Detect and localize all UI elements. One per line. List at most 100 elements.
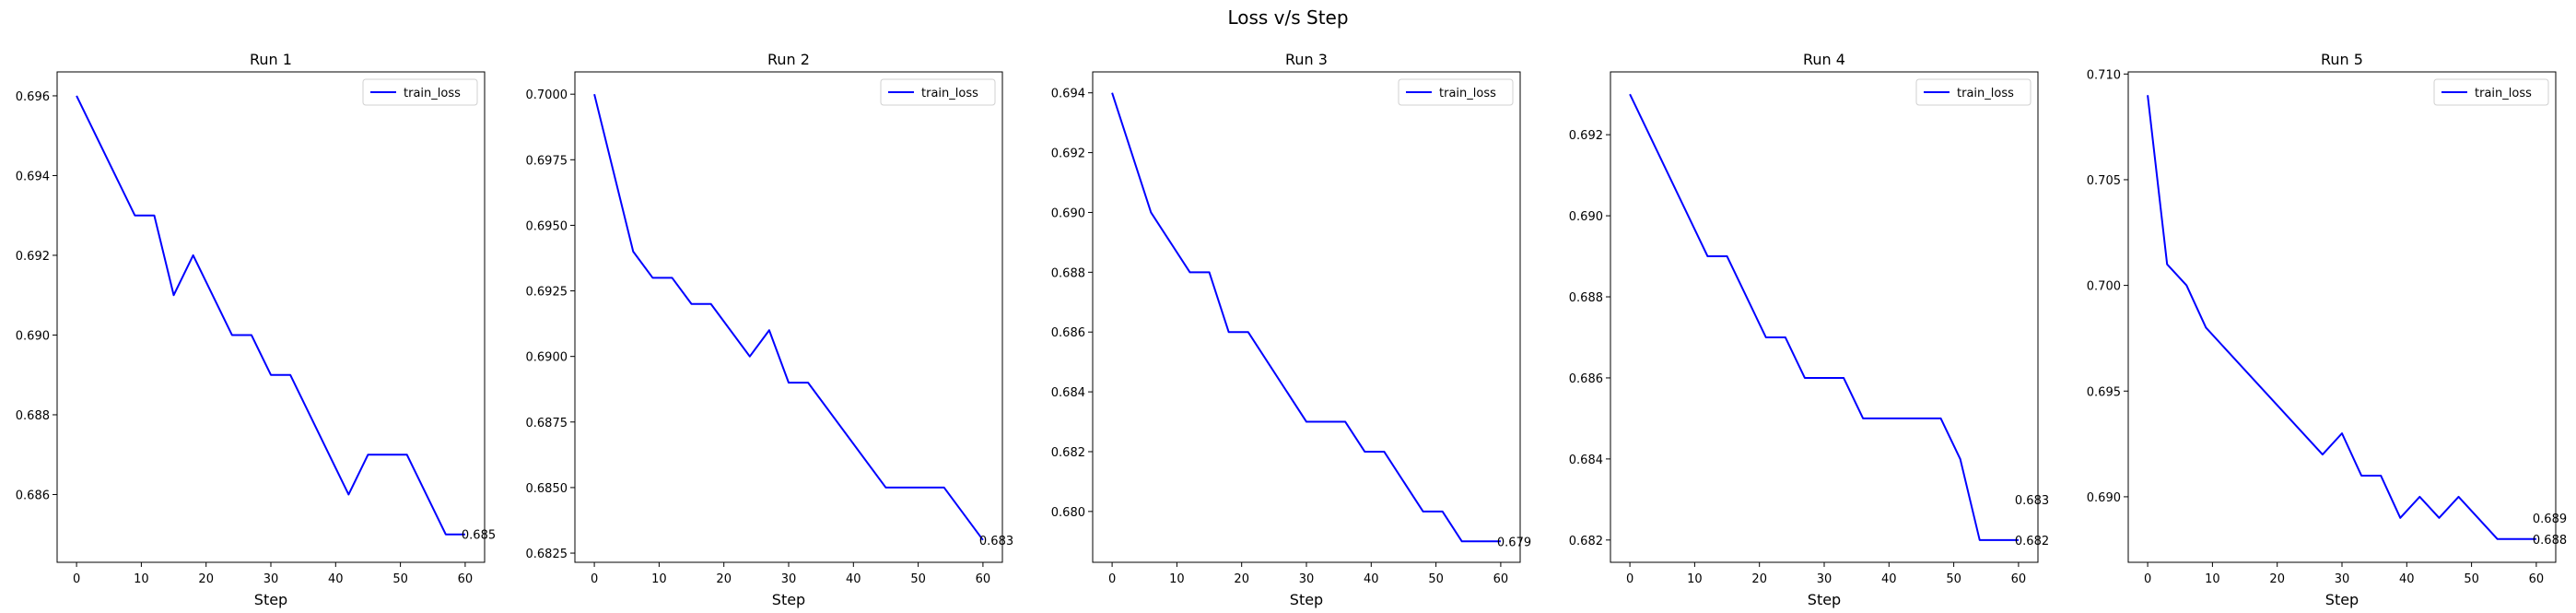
legend: train_loss <box>1915 78 2032 106</box>
x-tick-label: 60 <box>2011 572 2027 586</box>
y-tick-label: 0.696 <box>16 90 50 104</box>
y-tick-label: 0.6875 <box>526 417 568 430</box>
x-tick-label: 60 <box>1493 572 1509 586</box>
value-annotation: 0.683 <box>979 535 1013 548</box>
value-annotation: 0.685 <box>462 529 496 543</box>
x-tick-label: 60 <box>2529 572 2545 586</box>
value-annotation: 0.683 <box>2015 494 2049 508</box>
x-tick-label: 10 <box>651 572 667 586</box>
chart-title: Run 3 <box>1285 51 1328 68</box>
x-tick-label: 20 <box>2269 572 2285 586</box>
x-tick-label: 0 <box>73 572 80 586</box>
legend: train_loss <box>362 78 478 106</box>
series-line-train_loss <box>76 95 465 536</box>
x-tick-label: 0 <box>2144 572 2151 586</box>
y-tick-label: 0.688 <box>16 409 50 423</box>
y-tick-label: 0.6850 <box>526 482 568 496</box>
x-tick-label: 40 <box>1881 572 1897 586</box>
x-tick-label: 20 <box>198 572 214 586</box>
x-tick-label: 20 <box>1234 572 1249 586</box>
y-tick-label: 0.6900 <box>526 351 568 365</box>
y-tick-label: 0.684 <box>1051 386 1085 400</box>
y-tick-label: 0.6975 <box>526 154 568 168</box>
y-tick-label: 0.6825 <box>526 548 568 561</box>
legend-label: train_loss <box>404 87 461 100</box>
series-line-train_loss <box>593 93 984 541</box>
y-tick-label: 0.688 <box>1051 266 1085 280</box>
y-tick-label: 0.705 <box>2087 174 2121 188</box>
y-tick-label: 0.686 <box>1051 326 1085 340</box>
y-tick-label: 0.690 <box>1569 210 1603 224</box>
y-tick-label: 0.686 <box>16 489 50 502</box>
chart-panel-4: Run 4 0 10 20 30 40 50 60 0.682 0.684 0.686 0.688 0.… <box>1569 51 2049 608</box>
legend: train_loss <box>1398 78 1514 106</box>
x-tick-label: 50 <box>1946 572 1961 586</box>
plot-frame <box>1092 71 1521 563</box>
figure-title: Loss v/s Step <box>1227 6 1348 29</box>
y-tick-label: 0.682 <box>1051 446 1085 460</box>
x-tick-label: 50 <box>2464 572 2479 586</box>
x-tick-label: 50 <box>392 572 408 586</box>
x-tick-label: 0 <box>591 572 598 586</box>
x-tick-label: 0 <box>1108 572 1116 586</box>
x-tick-label: 40 <box>328 572 344 586</box>
x-axis-label: Step <box>1290 591 1323 608</box>
x-tick-label: 20 <box>1751 572 1767 586</box>
legend-label: train_loss <box>2475 87 2532 100</box>
x-tick-label: 0 <box>1626 572 1633 586</box>
value-annotation: 0.682 <box>2015 535 2049 548</box>
x-axis-label: Step <box>772 591 805 608</box>
x-axis-label: Step <box>1808 591 1841 608</box>
y-tick-label: 0.684 <box>1569 454 1603 467</box>
x-tick-label: 40 <box>1364 572 1379 586</box>
plot-frame <box>56 71 486 563</box>
y-tick-label: 0.692 <box>16 250 50 264</box>
x-axis-label: Step <box>2325 591 2359 608</box>
x-tick-label: 20 <box>716 572 732 586</box>
legend: train_loss <box>880 78 996 106</box>
series-line-train_loss <box>1629 93 2019 541</box>
y-tick-label: 0.710 <box>2087 68 2121 82</box>
value-annotation: 0.688 <box>2533 534 2567 548</box>
legend-box <box>1915 78 2032 106</box>
y-tick-label: 0.694 <box>16 170 50 183</box>
chart-panel-1: Run 1 0 10 20 30 40 50 60 0.686 0.688 0.690 0.692 0.… <box>16 51 496 608</box>
plot-frame <box>1610 71 2039 563</box>
y-tick-label: 0.700 <box>2087 280 2121 294</box>
value-annotation: 0.689 <box>2533 513 2567 526</box>
x-tick-label: 50 <box>910 572 926 586</box>
legend-box <box>362 78 478 106</box>
x-tick-label: 30 <box>263 572 279 586</box>
legend-box <box>880 78 996 106</box>
legend-label: train_loss <box>921 87 978 100</box>
x-axis-label: Step <box>254 591 287 608</box>
y-tick-label: 0.690 <box>1051 206 1085 220</box>
legend-label: train_loss <box>1439 87 1496 100</box>
plot-frame <box>2127 71 2557 563</box>
x-tick-label: 50 <box>1428 572 1444 586</box>
y-tick-label: 0.690 <box>2087 491 2121 505</box>
legend-label: train_loss <box>1957 87 2014 100</box>
y-tick-label: 0.692 <box>1051 147 1085 161</box>
x-tick-label: 40 <box>846 572 861 586</box>
x-tick-label: 60 <box>458 572 474 586</box>
chart-title: Run 4 <box>1803 51 1845 68</box>
x-tick-label: 60 <box>976 572 991 586</box>
series-line-train_loss <box>1111 92 1501 543</box>
y-tick-label: 0.694 <box>1051 88 1085 101</box>
y-tick-label: 0.690 <box>16 329 50 343</box>
x-tick-label: 10 <box>1169 572 1185 586</box>
x-tick-label: 10 <box>2205 572 2220 586</box>
x-tick-label: 10 <box>1687 572 1703 586</box>
chart-title: Run 5 <box>2321 51 2363 68</box>
x-tick-label: 40 <box>2399 572 2415 586</box>
chart-title: Run 1 <box>250 51 292 68</box>
y-tick-label: 0.6950 <box>526 219 568 233</box>
y-tick-label: 0.695 <box>2087 385 2121 399</box>
y-tick-label: 0.7000 <box>526 88 568 102</box>
series-line-train_loss <box>2147 95 2536 540</box>
x-tick-label: 30 <box>2335 572 2350 586</box>
y-tick-label: 0.692 <box>1569 129 1603 143</box>
chart-panel-2: Run 2 0 10 20 30 40 50 60 0.6825 0.6850 0.6875 0.69… <box>526 51 1014 608</box>
